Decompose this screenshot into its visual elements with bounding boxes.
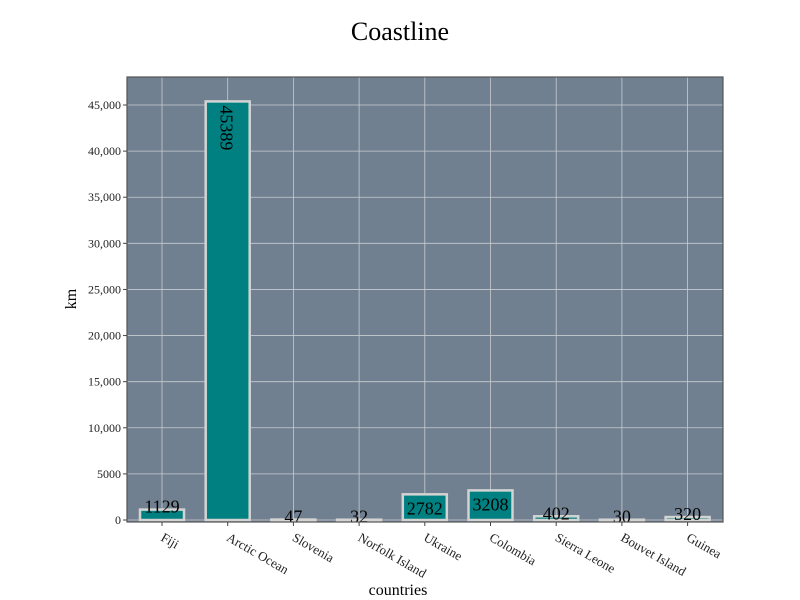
y-tick-label: 15,000 xyxy=(88,375,121,389)
y-axis-ticks: 0 5000 10,000 15,000 20,000 25,000 30,000 35,00… xyxy=(88,98,127,527)
y-tick-label: 40,000 xyxy=(88,144,121,158)
bar xyxy=(138,508,186,522)
x-axis-label: countries xyxy=(369,582,428,599)
y-tick-label: 30,000 xyxy=(88,236,121,250)
bar xyxy=(270,518,317,523)
data-label: 1129 xyxy=(144,497,179,517)
y-axis-label: km xyxy=(63,288,80,309)
x-tick-label: Bouvet Island xyxy=(618,530,689,580)
bar xyxy=(598,518,646,523)
x-tick-label: Sierra Leone xyxy=(553,530,619,576)
y-tick-label: 35,000 xyxy=(88,190,121,204)
bar xyxy=(532,515,580,522)
chart-title: Coastline xyxy=(351,17,449,46)
bar xyxy=(204,100,251,522)
y-tick-label: 5000 xyxy=(97,467,121,481)
x-tick-label: Guinea xyxy=(684,530,724,562)
data-label: 320 xyxy=(674,504,701,524)
x-tick-label: Ukraine xyxy=(421,530,465,564)
y-tick-label: 25,000 xyxy=(88,282,121,296)
y-tick-label: 20,000 xyxy=(88,329,121,343)
data-label: 402 xyxy=(543,503,570,523)
x-tick-label: Norfolk Island xyxy=(356,530,430,581)
bar xyxy=(664,515,711,522)
y-tick-label: 45,000 xyxy=(88,98,121,112)
bar xyxy=(467,489,514,522)
bar xyxy=(401,493,449,522)
y-tick-label: 10,000 xyxy=(88,421,121,435)
y-tick-label: 0 xyxy=(115,513,121,527)
data-label: 45389 xyxy=(217,105,237,150)
data-label: 2782 xyxy=(407,498,443,518)
x-tick-label: Slovenia xyxy=(290,530,337,566)
data-label: 3208 xyxy=(473,494,509,514)
bar xyxy=(335,518,383,523)
x-tick-label: Fiji xyxy=(159,530,182,552)
x-tick-label: Colombia xyxy=(487,530,539,569)
bars xyxy=(138,100,711,523)
x-tick-label: Arctic Ocean xyxy=(224,530,292,578)
